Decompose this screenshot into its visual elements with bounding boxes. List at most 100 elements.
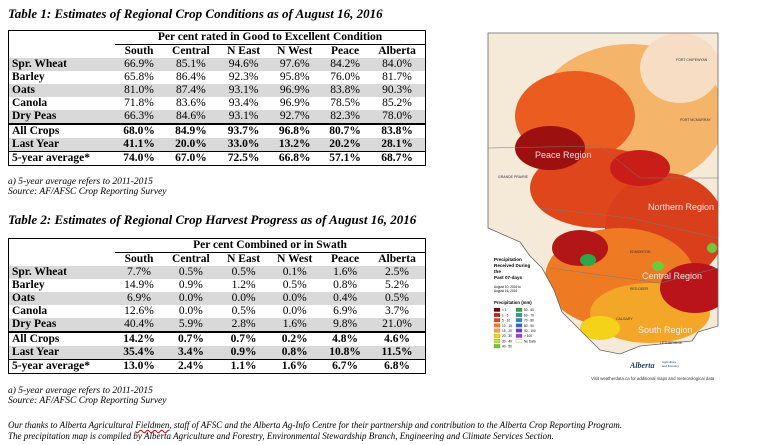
table-cell: 28.1% xyxy=(369,138,426,152)
table-cell: 4.8% xyxy=(321,331,370,346)
legend-label: 30 - 40 xyxy=(502,339,512,343)
summary-row: All Crops 68.0% 84.9% 93.7% 96.8% 80.7% 83.8% xyxy=(8,123,426,138)
alberta-logo: Alberta Agriculture and Forestry xyxy=(629,360,679,370)
svg-text:August 16, 2016: August 16, 2016 xyxy=(494,289,517,293)
legend-label: 1 - 5 xyxy=(502,313,509,317)
table-cell: 0.9% xyxy=(218,346,269,360)
table-cell: 6.7% xyxy=(321,359,370,374)
legend-swatch xyxy=(515,307,523,312)
row-label: 5-year average* xyxy=(8,151,115,166)
place-grande-prairie: GRANDE PRAIRIE xyxy=(498,175,529,179)
table-cell: 5.2% xyxy=(385,279,410,291)
column-header: South xyxy=(124,253,154,265)
table-cell: 14.2% xyxy=(115,331,164,346)
map-credit: Visit weatherdata.ca for additional maps… xyxy=(591,376,715,381)
table-cell: 81.0% xyxy=(115,84,164,97)
table-cell: 0.5% xyxy=(218,266,269,279)
table1-column-headers: South Central N East N West Peace Alberta xyxy=(9,45,426,59)
column-header: N West xyxy=(277,253,313,265)
summary-row: Last Year 35.4% 3.4% 0.9% 0.8% 10.8% 11.5% xyxy=(8,346,426,360)
table-cell: 1.6% xyxy=(268,359,322,374)
table-cell: 35.4% xyxy=(115,346,164,360)
table-cell: 1.2% xyxy=(231,279,256,291)
row-label: Spr. Wheat xyxy=(8,58,115,71)
precipitation-map: FORT CHIPEWYAN FORT MCMURRAY GRANDE PRAI… xyxy=(487,32,719,381)
table-cell: 13.0% xyxy=(115,359,164,374)
table-row: Spr. Wheat 7.7% 0.5% 0.5% 0.1% 1.6% 2.5% xyxy=(8,266,426,279)
legend-swatch xyxy=(493,313,501,317)
table2-note-average: a) 5-year average refers to 2011-2015 xyxy=(8,386,153,396)
legend-label: < 1 xyxy=(502,308,507,312)
legend-swatch xyxy=(515,339,523,343)
table-cell: 20.0% xyxy=(163,138,219,152)
table-cell: 0.5% xyxy=(369,292,426,305)
table-cell: 0.2% xyxy=(268,331,322,346)
legend-label: No Data xyxy=(524,339,536,343)
table-cell: 84.6% xyxy=(163,110,219,124)
table-cell: 97.6% xyxy=(268,58,322,71)
table-cell: 68.7% xyxy=(369,151,426,166)
svg-text:Received During: Received During xyxy=(494,263,530,268)
region-label-south: South Region xyxy=(638,325,693,335)
svg-text:Precipitation: Precipitation xyxy=(494,257,522,262)
table-cell: 72.5% xyxy=(218,151,269,166)
table-cell: 10.8% xyxy=(321,346,370,360)
table-cell: 0.1% xyxy=(268,266,322,279)
region-label-central: Central Region xyxy=(642,271,702,281)
region-boundaries xyxy=(487,145,719,284)
table-cell: 78.5% xyxy=(330,97,360,109)
row-label: Barley xyxy=(12,71,45,83)
table-row: Canola 12.6% 0.0% 0.5% 0.0% 6.9% 3.7% xyxy=(9,305,426,318)
table-row: Spr. Wheat 66.9% 85.1% 94.6% 97.6% 84.2% 84.0% xyxy=(8,58,426,71)
table-cell: 0.8% xyxy=(268,346,322,360)
table-row: Oats 81.0% 87.4% 93.1% 96.9% 83.8% 90.3% xyxy=(8,84,426,97)
table-cell: 0.9% xyxy=(178,279,203,291)
table-cell: 33.0% xyxy=(218,138,269,152)
table-cell: 0.0% xyxy=(178,305,203,317)
table-cell: 96.9% xyxy=(279,97,310,109)
table-cell: 0.5% xyxy=(163,266,219,279)
place-fort-mcmurray: FORT MCMURRAY xyxy=(680,118,711,122)
place-edmonton: EDMONTON xyxy=(630,250,651,254)
table-cell: 0.0% xyxy=(163,292,219,305)
table-row: Barley 65.8% 86.4% 92.3% 95.8% 76.0% 81.7% xyxy=(9,71,426,84)
svg-text:Alberta: Alberta xyxy=(629,361,654,370)
svg-text:Past 07-days: Past 07-days xyxy=(494,275,523,280)
summary-row: All Crops 14.2% 0.7% 0.7% 0.2% 4.8% 4.6% xyxy=(8,331,426,346)
svg-text:Precipitation (mm): Precipitation (mm) xyxy=(494,300,532,305)
table-cell: 20.2% xyxy=(321,138,370,152)
table-cell: 67.0% xyxy=(163,151,219,166)
place-red-deer: RED DEER xyxy=(630,287,649,291)
table-cell: 1.1% xyxy=(218,359,269,374)
table-cell: 93.1% xyxy=(218,110,269,124)
table-cell: 2.4% xyxy=(163,359,219,374)
table-cell: 96.8% xyxy=(268,123,322,138)
table-cell: 83.8% xyxy=(369,123,426,138)
legend-swatch xyxy=(515,333,523,338)
svg-text:August 10, 2016 to: August 10, 2016 to xyxy=(494,285,521,289)
table-cell: 83.6% xyxy=(176,97,206,109)
table2-note-source: Source: AF/AFSC Crop Reporting Survey xyxy=(8,396,167,406)
table-cell: 1.6% xyxy=(268,318,322,332)
table-cell: 2.5% xyxy=(369,266,426,279)
column-header: N East xyxy=(227,45,261,57)
legend-label: > 100 xyxy=(524,334,532,338)
table-cell: 0.7% xyxy=(218,331,269,346)
table-cell: 21.0% xyxy=(369,318,426,332)
summary-row: Last Year 41.1% 20.0% 33.0% 13.2% 20.2% 28.1% xyxy=(8,138,426,152)
row-label: Spr. Wheat xyxy=(8,266,115,279)
table-cell: 3.4% xyxy=(163,346,219,360)
table-cell: 78.0% xyxy=(369,110,426,124)
table-cell: 76.0% xyxy=(330,71,360,83)
table-cell: 0.4% xyxy=(321,292,370,305)
place-fort-chipewyan: FORT CHIPEWYAN xyxy=(676,58,708,62)
legend-label: 40 - 50 xyxy=(502,345,512,349)
column-header: N East xyxy=(227,253,261,265)
column-header: Alberta xyxy=(378,253,416,265)
table-cell: 0.0% xyxy=(282,305,307,317)
footer-line-2: The precipitation map is compiled by Alb… xyxy=(8,430,554,441)
table-cell: 84.0% xyxy=(369,58,426,71)
table2: Per cent Combined or in Swath South Centr… xyxy=(8,238,426,374)
legend-label: 60 - 70 xyxy=(524,313,534,317)
legend-label: 15 - 20 xyxy=(502,329,512,333)
